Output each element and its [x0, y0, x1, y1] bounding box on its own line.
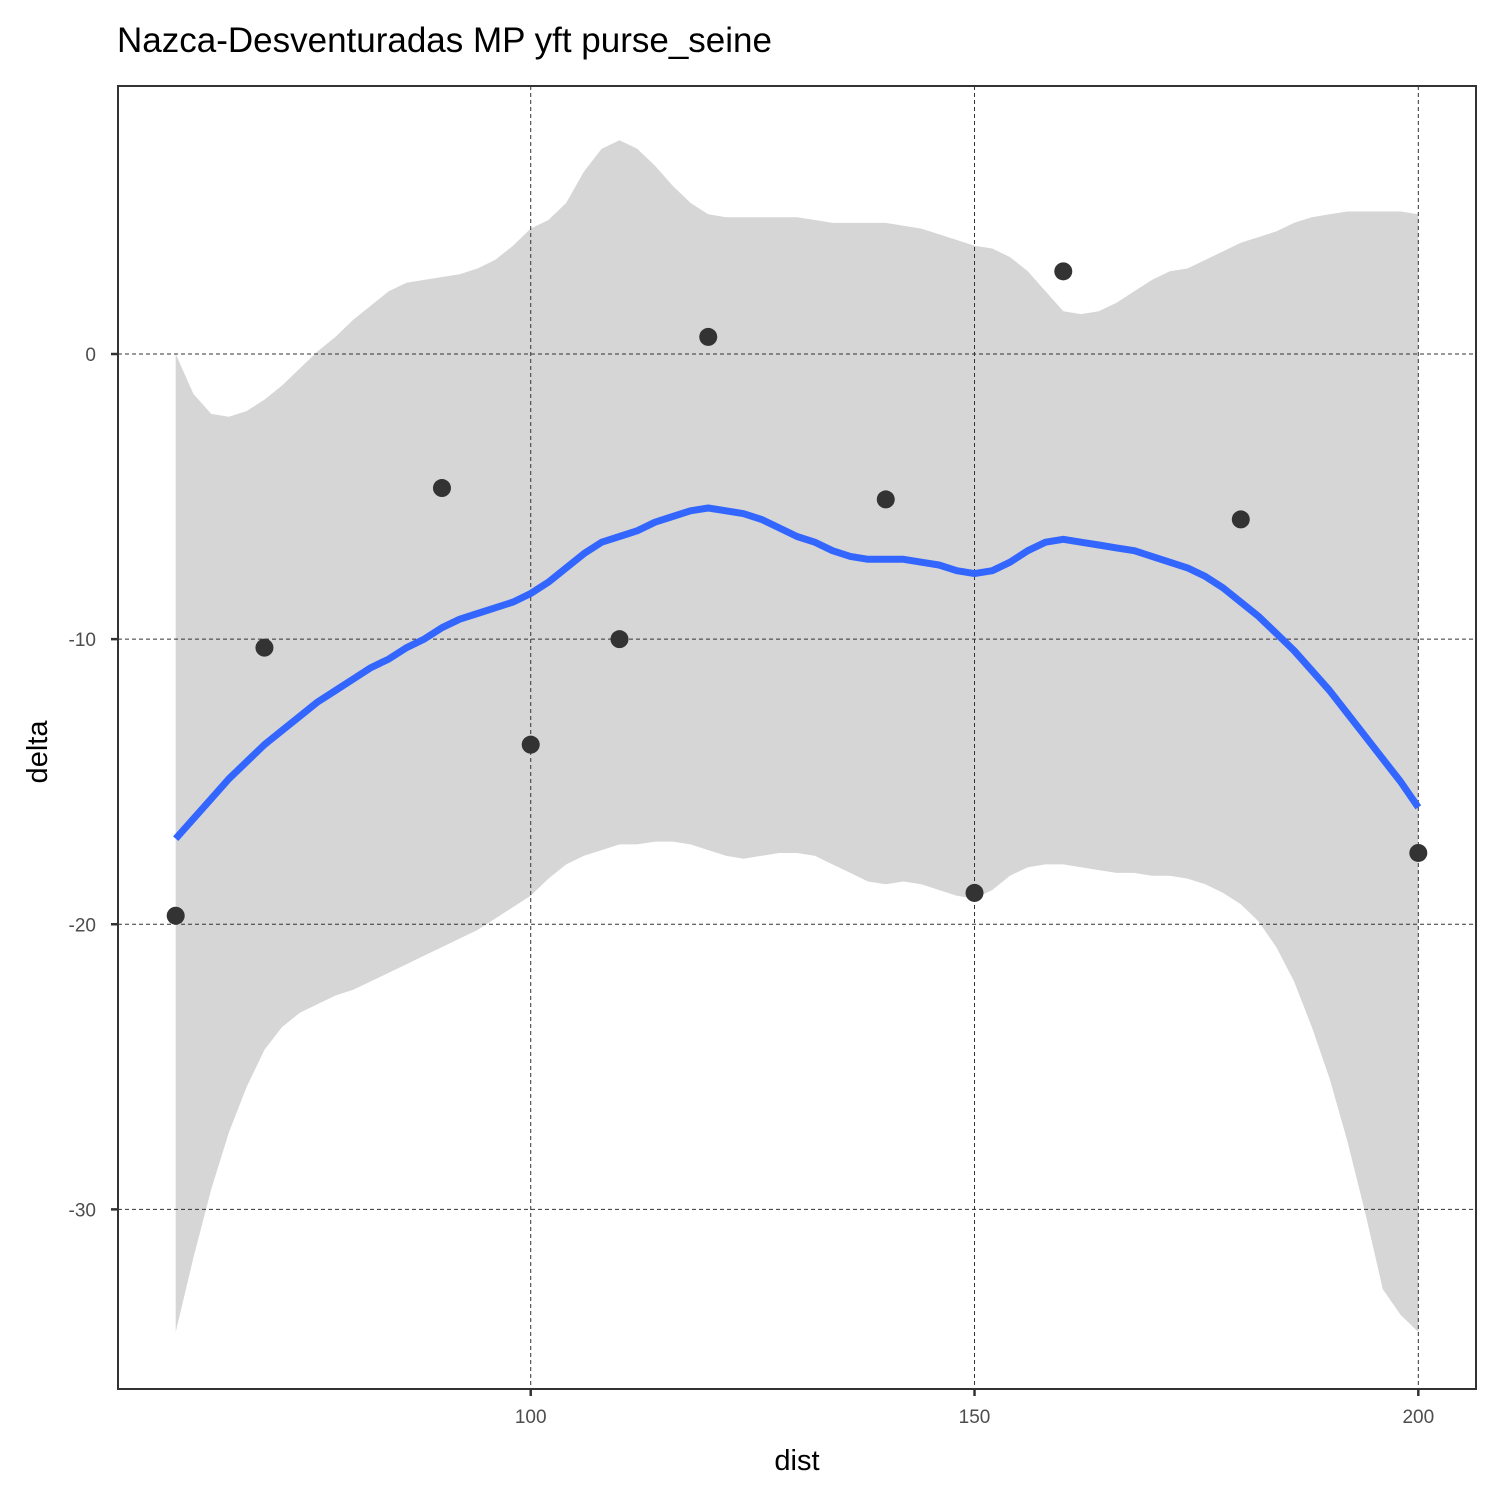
y-tick-label--30: -30 — [69, 1200, 96, 1221]
chart-title: Nazca-Desventuradas MP yft purse_seine — [117, 21, 772, 60]
data-point-3 — [432, 479, 451, 498]
data-point-8 — [965, 883, 984, 902]
data-point-6 — [699, 327, 718, 346]
plot-panel-border — [117, 85, 1477, 1390]
confidence-band-layer — [175, 140, 1419, 1333]
data-point-1 — [166, 906, 185, 925]
y-tick-label-0: 0 — [85, 345, 96, 366]
data-point-5 — [610, 630, 629, 649]
data-point-4 — [521, 735, 540, 754]
axes: 100 150 200 0 -10 -20 -30 — [69, 345, 1435, 1428]
smooth-fit-line — [173, 504, 1422, 842]
confidence-band — [175, 140, 1419, 1333]
data-point-9 — [1054, 262, 1073, 281]
x-tick-label-150: 150 — [959, 1407, 991, 1428]
data-points — [166, 262, 1428, 925]
x-tick-label-200: 200 — [1402, 1407, 1434, 1428]
x-tick-label-100: 100 — [515, 1407, 547, 1428]
y-tick-label--20: -20 — [69, 915, 96, 936]
gridlines — [118, 86, 1476, 1389]
y-tick-label--10: -10 — [69, 630, 96, 651]
data-point-10 — [1231, 510, 1250, 529]
x-axis-title: dist — [774, 1445, 819, 1477]
data-point-2 — [255, 638, 274, 657]
data-point-7 — [876, 490, 895, 509]
y-axis-title: delta — [22, 720, 54, 784]
smooth-line-layer — [173, 504, 1422, 842]
data-point-11 — [1409, 843, 1428, 862]
